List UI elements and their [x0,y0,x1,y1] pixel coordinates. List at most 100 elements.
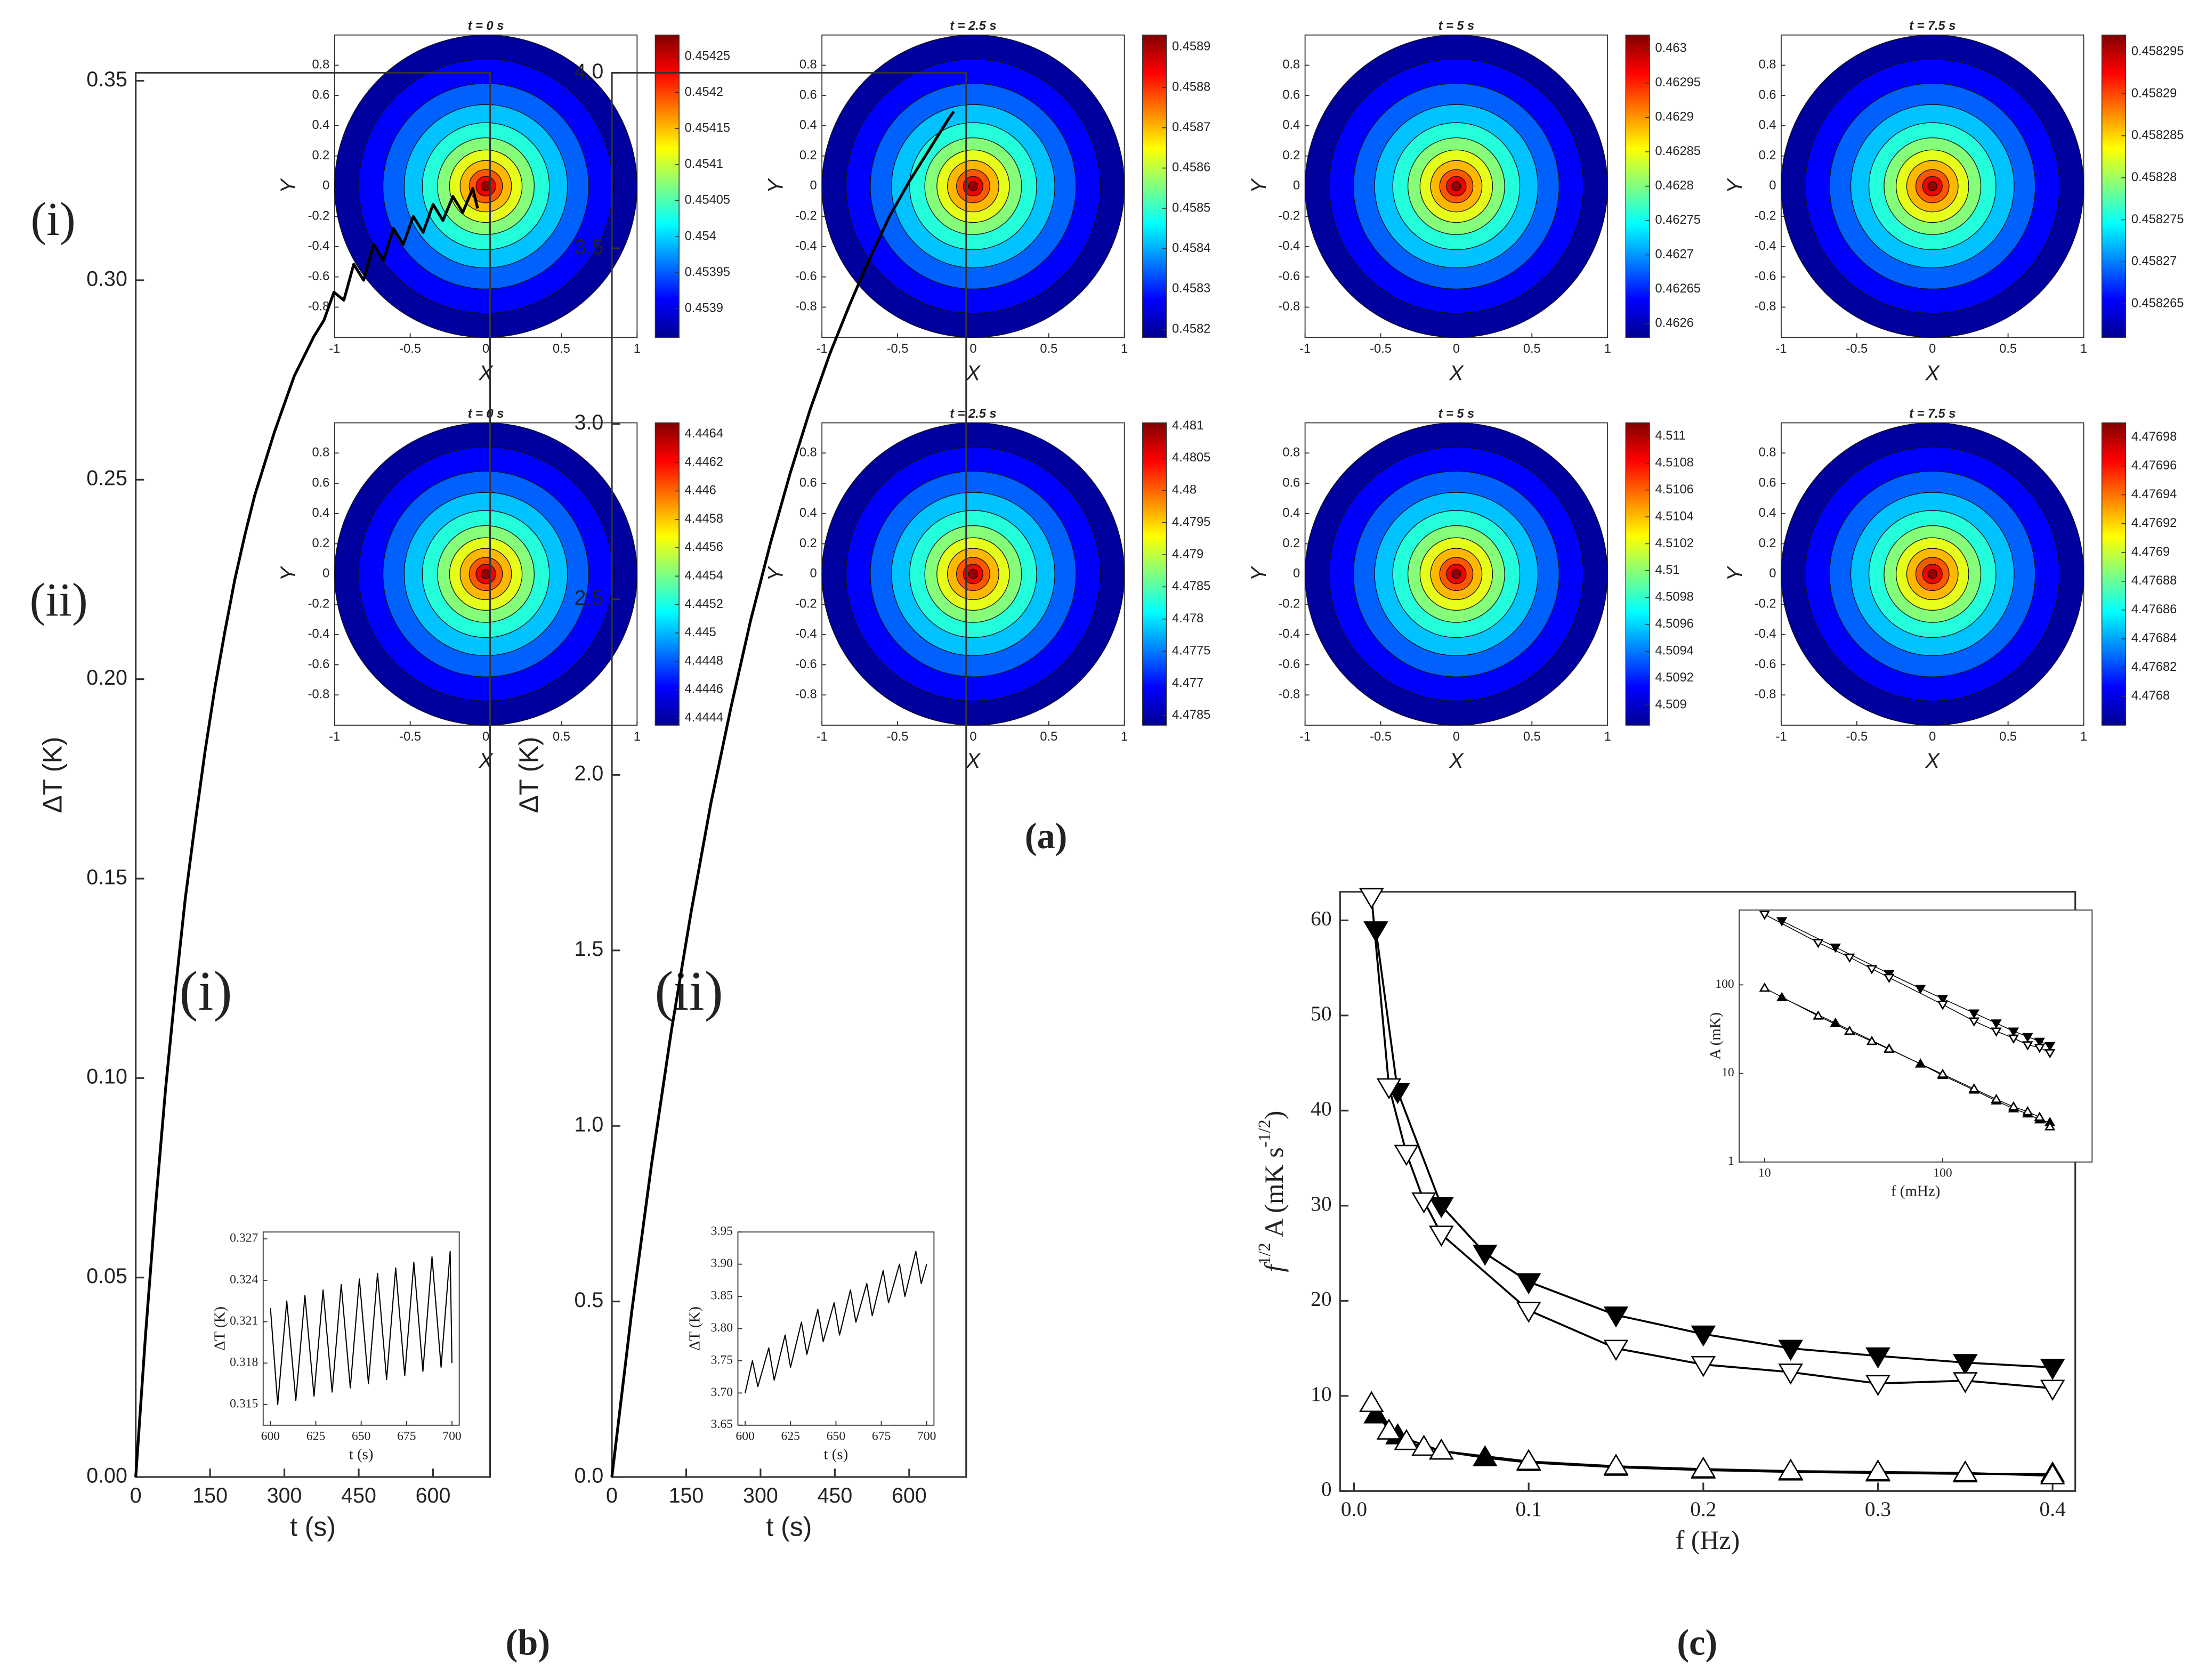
colorbar-tick-label: 4.4446 [685,683,723,696]
x-tick-label: -1 [1299,342,1311,356]
x-tick-label: 0 [130,1484,142,1507]
y-tick-label: -0.2 [1278,597,1300,611]
y-tick-label: 0.4 [799,506,817,520]
data-point [2034,1044,2045,1053]
colorbar-tick-label: 0.45405 [685,193,730,207]
x-tick-label: 10 [1758,1166,1771,1180]
colorbar-tick-label: 0.4588 [1172,80,1210,94]
x-axis-label: f (mHz) [1891,1183,1940,1200]
x-tick-label: -0.5 [1846,730,1868,744]
y-tick-label: 0.6 [799,88,817,102]
colorbar-tick-label: 0.454 [685,229,716,243]
y-tick-label: 0.0 [574,1464,603,1487]
y-axis-label: Y [1723,565,1747,581]
y-tick-label: 0.8 [799,58,817,72]
y-tick-label: 0.6 [1282,476,1300,490]
colorbar-tick-label: 4.4805 [1172,451,1210,465]
row-label: (ii) [30,574,88,627]
data-point [1991,1027,2002,1037]
y-axis-label: ΔT (K) [514,737,544,813]
x-tick-label: 0.5 [1523,342,1541,356]
plot-title: t = 0 s [468,19,504,33]
data-point [1778,1458,1803,1480]
y-tick-label: -0.8 [1755,300,1776,314]
contour-band [968,181,979,191]
y-tick-label: -0.6 [308,270,330,283]
data-point [1953,1354,1978,1375]
contour-band [1451,181,1461,191]
colorbar [1625,422,1650,726]
y-axis-label: ΔT (K) [686,1306,703,1351]
data-point [1813,1010,1824,1020]
x-tick-label: 0 [482,342,489,356]
data-point [2044,1049,2056,1059]
colorbar-tick-label: 4.479 [1172,547,1203,561]
colorbar-tick-label: 4.47686 [2131,603,2177,616]
data-point [1516,1273,1541,1295]
panel-label: (a) [1025,816,1068,856]
x-tick-label: 0.5 [553,730,570,744]
colorbar-tick-label: 4.47682 [2131,660,2177,674]
x-tick-label: 0 [1929,730,1936,744]
y-tick-label: -0.4 [1755,239,1776,253]
x-tick-label: -0.5 [1846,342,1868,356]
data-point [1472,1245,1498,1266]
colorbar-tick-label: 4.4768 [2131,689,2170,703]
y-axis-label: ΔT (K) [37,737,67,813]
y-tick-label: 0.5 [574,1288,603,1312]
y-tick-label: 0.10 [86,1065,127,1089]
data-point [1844,953,1855,963]
x-tick-label: -1 [817,730,828,744]
y-tick-label: -0.8 [308,688,330,702]
data-point [2044,1042,2056,1051]
colorbar-tick-label: 4.4769 [2131,545,2170,559]
x-tick-label: 0 [1453,730,1460,744]
data-point [1865,1375,1890,1397]
x-axis-label: X [478,749,494,773]
colorbar-tick-label: 0.45829 [2131,86,2177,100]
data-point [1759,911,1771,920]
y-tick-label: 40 [1311,1097,1331,1120]
data-point [1865,1347,1890,1369]
x-tick-label: 625 [306,1430,325,1443]
y-tick-label: 0.318 [230,1356,258,1369]
y-tick-label: 0.00 [86,1464,127,1487]
y-tick-label: 0.25 [86,467,127,490]
y-tick-label: -0.4 [308,627,330,641]
y-axis-label: Y [1247,178,1271,193]
x-tick-label: 0.5 [553,342,570,356]
colorbar-tick-label: 0.4585 [1172,201,1210,215]
data-point [1691,1356,1716,1377]
colorbar [1142,422,1167,726]
y-tick-label: -0.6 [308,658,330,671]
y-tick-label: 10 [1722,1066,1734,1080]
data-point [1359,1391,1384,1413]
data-point [1394,1145,1419,1166]
data-point [1844,1025,1855,1035]
y-tick-label: 0.2 [1759,149,1776,163]
data-point [1429,1225,1454,1247]
y-tick-label: 20 [1311,1287,1331,1310]
data-point [1937,995,1949,1004]
colorbar-tick-label: 0.4583 [1172,282,1210,296]
x-tick-label: 1 [2080,342,2087,356]
data-point [1953,1372,1978,1393]
colorbar-tick-label: 0.4628 [1655,179,1694,193]
colorbar-tick-label: 0.4539 [685,301,723,315]
x-axis-label: X [1449,361,1464,385]
plot-title: t = 5 s [1439,19,1475,33]
y-tick-label: 3.65 [711,1417,733,1431]
data-point [1411,1434,1436,1456]
colorbar-tick-label: 4.481 [1172,419,1203,433]
x-axis-label: X [966,749,981,773]
colorbar-tick-label: 4.51 [1655,563,1680,577]
contour-band [1927,181,1937,191]
x-axis-label: X [966,361,981,385]
y-tick-label: -0.2 [308,209,330,223]
series-line [745,1251,927,1393]
colorbar-tick-label: 4.47692 [2131,516,2177,530]
y-tick-label: 3.75 [711,1353,733,1367]
colorbar-tick-label: 4.5098 [1655,590,1694,604]
y-tick-label: 1.5 [574,937,603,961]
